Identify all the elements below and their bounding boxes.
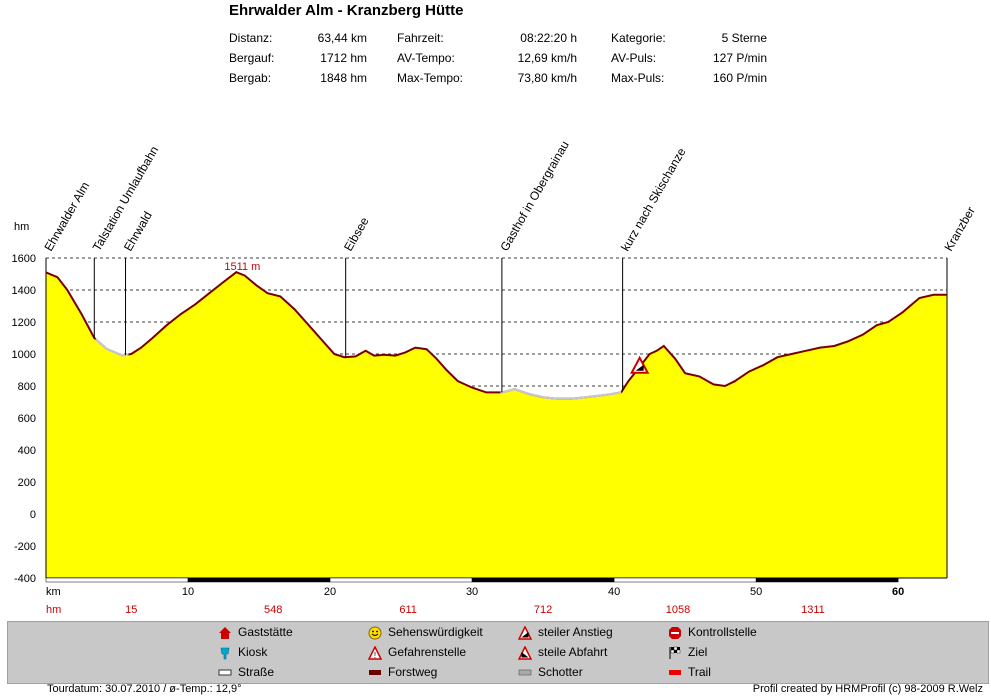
y-tick-label: 200 [18, 477, 36, 489]
steiler-anstieg-icon [518, 626, 532, 640]
legend-label: Ziel [688, 645, 708, 659]
y-tick-label: -400 [14, 573, 36, 585]
y-tick-label: 400 [18, 445, 36, 457]
tour-title: Ehrwalder Alm - Kranzberg Hütte [229, 2, 464, 19]
tour-date-footer: Tourdatum: 30.07.2010 / ø-Temp.: 12,9° [47, 683, 242, 695]
gefahrenstelle-icon: ! [368, 646, 382, 660]
stats-col-3: Kategorie: 5 Sterne AV-Puls: 127 P/min Max… [611, 28, 767, 88]
y-tick-label: -200 [14, 541, 36, 553]
legend-label: steiler Anstieg [538, 625, 613, 639]
x-axis-scale-segment [45, 577, 189, 583]
stat-label: Max-Tempo: [397, 71, 464, 85]
stat-label: Kategorie: [611, 31, 666, 45]
x-tick-label: 60 [892, 586, 904, 598]
legend-label: Kontrollstelle [688, 625, 757, 639]
legend-label: Schotter [538, 665, 583, 679]
stat-value: 73,80 km/h [517, 71, 577, 85]
x-tick-label: 20 [324, 586, 336, 598]
waypoint-label: Ehrwald [121, 209, 155, 254]
stats-col-2: Fahrzeit: 08:22:20 h AV-Tempo: 12,69 km/h … [397, 28, 577, 88]
kontrollstelle-icon [669, 627, 681, 639]
credit-footer: Profil created by HRMProfil (c) 98-2009 … [752, 683, 983, 695]
stat-value: 1712 hm [320, 51, 367, 65]
forstweg-icon [369, 670, 381, 675]
kiosk-icon [220, 647, 230, 660]
legend-label: Forstweg [388, 665, 438, 679]
y-tick-label: 600 [18, 413, 36, 425]
gravel-surface-segment [500, 388, 622, 400]
y-tick-label: 1200 [12, 317, 36, 329]
x-tick-label: 40 [608, 586, 620, 598]
x-axis-scale-segment [187, 577, 331, 583]
altitude-row-value: 712 [534, 604, 552, 616]
y-tick-label: 1600 [12, 253, 36, 265]
elevation-profile-line [45, 271, 947, 400]
stat-value: 63,44 km [317, 31, 367, 45]
stat-value: 5 Sterne [721, 31, 767, 45]
altitude-row-value: 611 [399, 604, 417, 616]
steile-abfahrt-icon [518, 646, 532, 660]
sehenswuerdigkeit-icon [368, 626, 382, 640]
stat-label: Fahrzeit: [397, 31, 444, 45]
stat-label: Bergauf: [229, 51, 275, 65]
steiler-anstieg-marker-inner [635, 364, 644, 371]
altitude-row-value: 15 [125, 604, 137, 616]
trail-icon [669, 670, 681, 675]
altitude-row-value: 1311 [801, 604, 825, 616]
altitude-row-value: 548 [264, 604, 282, 616]
stat-label: Max-Puls: [611, 71, 665, 85]
waypoint-label: Gasthof in Obergrainau [497, 138, 571, 253]
gaststaette-icon [219, 627, 231, 639]
y-tick-label: 0 [30, 509, 36, 521]
x-axis-scale-segment [471, 577, 615, 583]
waypoint-label: kurz nach Skischanze [618, 145, 689, 253]
stat-value: 1848 hm [320, 71, 367, 85]
x-tick-label: 50 [750, 586, 762, 598]
y-tick-label: 800 [18, 381, 36, 393]
peak-annotation: 1511 m [224, 261, 260, 273]
stat-label: Bergab: [229, 71, 272, 85]
elevation-profile-chart: hm km hm 1600 1400 1200 1000 800 600 400 200 0 -2… [12, 138, 978, 616]
legend-panel: Gaststätte Kiosk Straße Sehenswürdigkeit… [7, 621, 989, 684]
y-tick-label: 1000 [12, 349, 36, 361]
waypoint-label: Eibsee [341, 214, 372, 253]
stat-value: 160 P/min [712, 71, 767, 85]
legend-label: Trail [688, 665, 711, 679]
x-axis-scale-segment [755, 577, 899, 583]
x-tick-label: 30 [466, 586, 478, 598]
waypoint-label: Ehrwalder Alm [41, 179, 92, 253]
legend-label: Gaststätte [238, 625, 293, 639]
y-axis-unit-label: hm [14, 221, 29, 233]
stats-col-1: Distanz: 63,44 km Bergauf: 1712 hm Bergab:… [229, 28, 367, 88]
x-axis-scale-segment [613, 577, 757, 583]
stat-label: AV-Puls: [611, 51, 657, 65]
legend-label: Sehenswürdigkeit [388, 625, 483, 639]
stat-value: 08:22:20 h [520, 31, 577, 45]
svg-text:!: ! [374, 651, 376, 660]
waypoint-label: Kranzber [941, 204, 977, 253]
stat-value: 12,69 km/h [517, 51, 577, 65]
x-tick-label: 10 [182, 586, 194, 598]
stat-value: 127 P/min [712, 51, 767, 65]
schotter-icon [518, 669, 532, 676]
x-axis-scale-segment [329, 577, 473, 583]
altitude-row-value: 1058 [666, 604, 690, 616]
y-tick-label: 1400 [12, 285, 36, 297]
legend-label: steile Abfahrt [538, 645, 608, 659]
ziel-icon [669, 646, 681, 659]
legend-label: Gefahrenstelle [388, 645, 467, 659]
x-axis-unit-label: km [46, 586, 61, 598]
elevation-area [46, 272, 947, 578]
stat-label: Distanz: [229, 31, 273, 45]
strasse-icon [218, 669, 232, 676]
legend-label: Kiosk [238, 645, 268, 659]
altitude-row-label: hm [46, 604, 61, 616]
stat-label: AV-Tempo: [397, 51, 455, 65]
legend-label: Straße [238, 665, 275, 679]
